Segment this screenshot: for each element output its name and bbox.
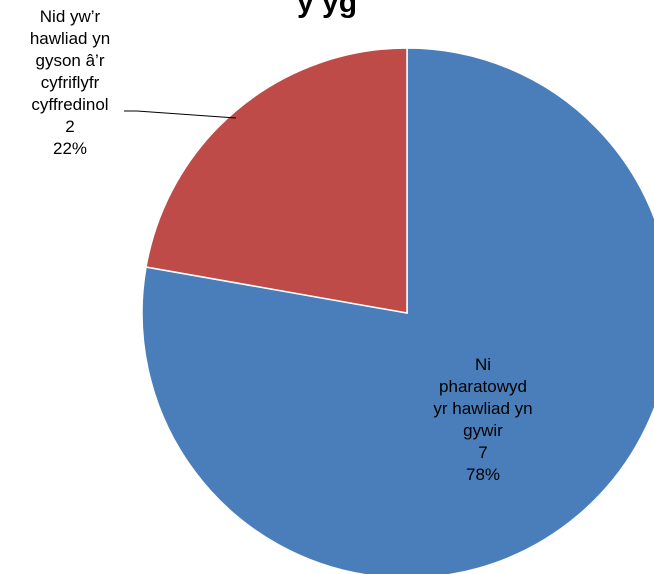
slice-label-line: cyffredinol — [31, 95, 109, 114]
slice-label-line: gywir — [463, 421, 503, 440]
slice-label-line: Nid yw’r — [39, 7, 101, 26]
slice-label-line: gyson â’r — [35, 51, 105, 70]
pie-slice-incorrect — [141, 47, 654, 574]
slice-value: 2 — [65, 117, 75, 136]
slice-label-line: Ni — [474, 355, 492, 374]
slice-percent: 78% — [465, 465, 501, 484]
chart-title: y yg — [296, 0, 358, 19]
slice-label-line: cyfriflyfr — [40, 73, 100, 92]
slice-label-line: yr hawliad yn — [433, 399, 533, 418]
slice-label-inconsistent: Nid yw’r hawliad yn gyson â’r cyfriflyfr… — [0, 6, 140, 160]
slice-value: 7 — [478, 443, 488, 462]
leader-line — [124, 110, 237, 119]
slice-label-incorrect: Ni pharatowyd yr hawliad yn gywir 7 78% — [378, 354, 588, 486]
slice-label-line: pharatowyd — [439, 377, 527, 396]
slice-percent: 22% — [52, 139, 88, 158]
slice-label-line: hawliad yn — [29, 29, 111, 48]
pie-slice-inconsistent — [145, 47, 408, 314]
